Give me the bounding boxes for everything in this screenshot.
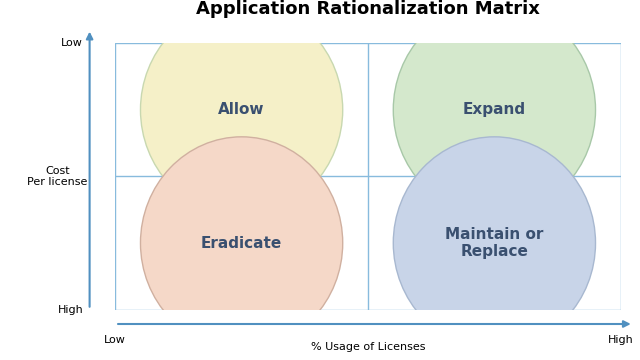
Text: Allow: Allow [218, 102, 265, 117]
Text: Eradicate: Eradicate [201, 235, 282, 251]
Text: Low: Low [104, 335, 126, 345]
Text: % Usage of Licenses: % Usage of Licenses [311, 342, 425, 352]
Text: Maintain or
Replace: Maintain or Replace [445, 227, 543, 259]
Text: Expand: Expand [463, 102, 526, 117]
Text: High: High [58, 305, 83, 315]
Ellipse shape [393, 137, 595, 349]
Ellipse shape [140, 4, 343, 216]
Text: Application Rationalization Matrix: Application Rationalization Matrix [196, 0, 540, 18]
Ellipse shape [140, 137, 343, 349]
Text: Low: Low [61, 38, 83, 48]
Text: Cost
Per license: Cost Per license [28, 166, 88, 187]
Text: High: High [608, 335, 634, 345]
Ellipse shape [393, 4, 595, 216]
